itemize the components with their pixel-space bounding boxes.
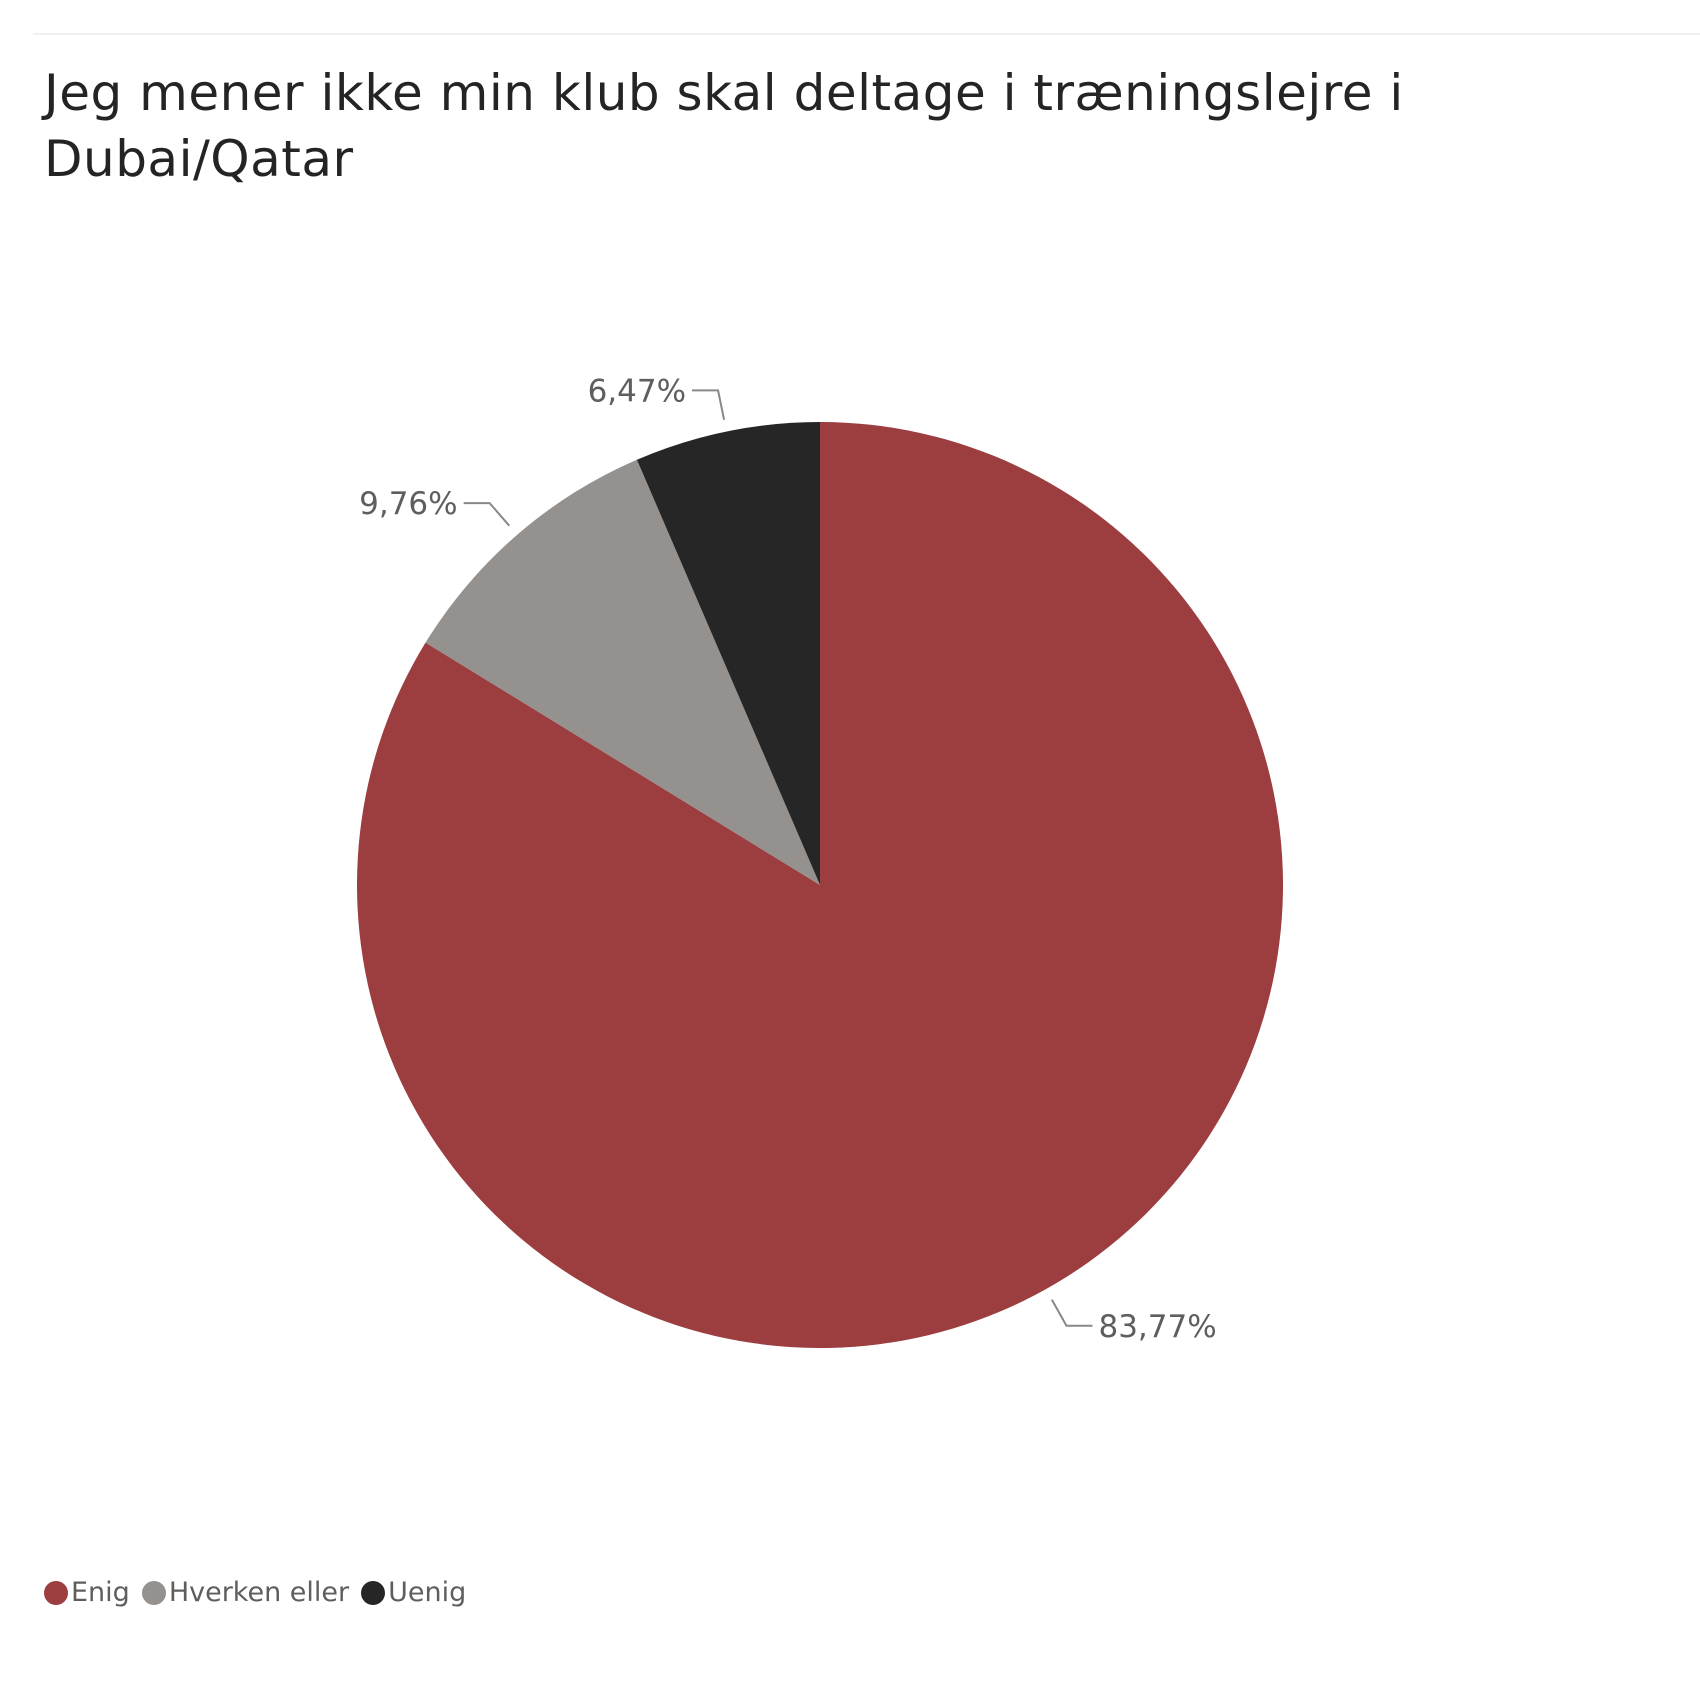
pie-slice-hverken-eller[interactable] — [425, 459, 820, 885]
pie-slice-uenig[interactable] — [636, 422, 820, 885]
data-labels: 83,77% 9,76% 6,47% — [359, 373, 1217, 1344]
pie-slices — [356, 422, 1283, 1349]
legend-marker-uenig — [361, 1580, 386, 1605]
data-label-enig: 83,77% — [1098, 1309, 1216, 1345]
legend: Enig Hverken eller Uenig — [44, 1577, 478, 1608]
legend-item-uenig[interactable]: Uenig — [361, 1577, 466, 1608]
pie-slice-enig[interactable] — [356, 422, 1283, 1349]
leader-line-enig — [1050, 1299, 1093, 1327]
legend-marker-enig — [44, 1580, 68, 1605]
legend-item-enig[interactable]: Enig — [44, 1577, 130, 1608]
data-label-uenig: 6,47% — [588, 373, 686, 409]
leader-line-uenig — [692, 389, 726, 420]
leader-line-hverken-eller — [463, 502, 511, 527]
top-divider — [33, 33, 1700, 35]
label-leader-lines — [463, 389, 1093, 1327]
data-label-hverken-eller: 9,76% — [359, 486, 457, 522]
legend-item-hverken-eller[interactable]: Hverken eller — [141, 1577, 350, 1608]
legend-marker-hverken-eller — [141, 1580, 166, 1605]
legend-label-uenig: Uenig — [388, 1577, 467, 1608]
legend-label-hverken-eller: Hverken eller — [168, 1577, 350, 1608]
legend-label-enig: Enig — [71, 1577, 130, 1608]
chart-title: Jeg mener ikke min klub skal deltage i t… — [44, 64, 1404, 188]
